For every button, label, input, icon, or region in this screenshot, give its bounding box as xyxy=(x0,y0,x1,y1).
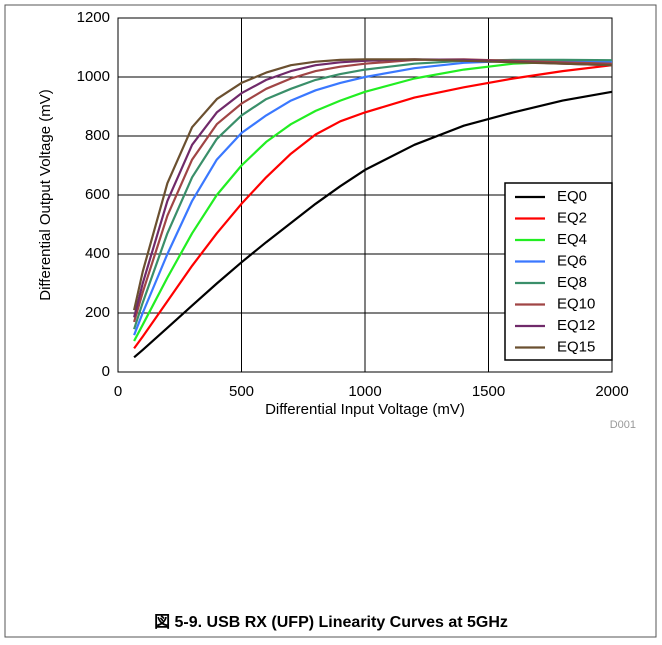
figure-id: D001 xyxy=(610,419,636,431)
legend-label: EQ15 xyxy=(557,338,595,355)
legend-label: EQ8 xyxy=(557,274,587,291)
series-line xyxy=(133,64,613,350)
y-tick-label: 1000 xyxy=(77,68,110,85)
x-tick-label: 500 xyxy=(229,383,254,400)
x-tick-label: 0 xyxy=(114,383,122,400)
y-tick-label: 1200 xyxy=(77,9,110,26)
legend-box xyxy=(504,182,613,361)
x-tick-label: 1500 xyxy=(472,383,505,400)
legend-label: EQ12 xyxy=(557,317,595,334)
y-axis-label: Differential Output Voltage (mV) xyxy=(37,89,54,301)
legend-label: EQ2 xyxy=(557,209,587,226)
y-tick-label: 200 xyxy=(85,304,110,321)
x-axis-label: Differential Input Voltage (mV) xyxy=(265,401,465,418)
x-tick-label: 2000 xyxy=(595,383,628,400)
y-tick-label: 400 xyxy=(85,245,110,262)
series-line xyxy=(133,90,613,359)
legend-label: EQ10 xyxy=(557,295,595,312)
series-line xyxy=(133,58,613,311)
legend-label: EQ0 xyxy=(557,188,587,205)
series-line xyxy=(133,60,613,342)
x-tick-label: 1000 xyxy=(348,383,381,400)
y-tick-label: 0 xyxy=(102,363,110,380)
caption: 図 5-9. USB RX (UFP) Linearity Curves at … xyxy=(154,613,508,631)
y-tick-label: 800 xyxy=(85,127,110,144)
legend-label: EQ6 xyxy=(557,252,587,269)
figure-border xyxy=(4,4,657,638)
y-tick-label: 600 xyxy=(85,186,110,203)
legend-label: EQ4 xyxy=(557,231,587,248)
